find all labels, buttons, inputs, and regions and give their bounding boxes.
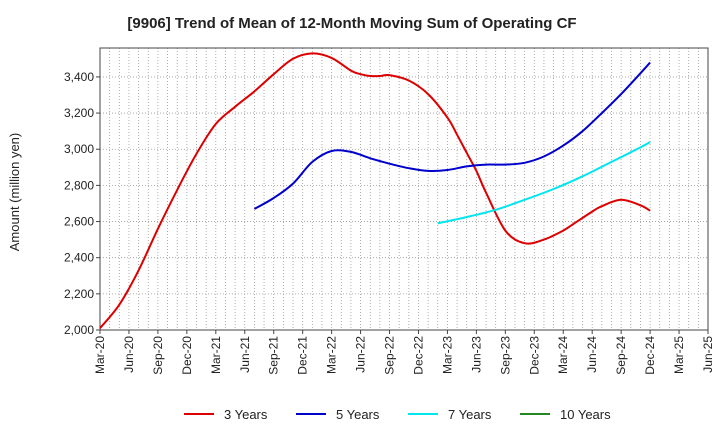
legend-label-10-years: 10 Years xyxy=(560,407,611,422)
x-tick-label: Dec-20 xyxy=(180,336,194,375)
x-tick-label: Jun-23 xyxy=(469,336,483,373)
series-line-3-years xyxy=(99,52,651,329)
x-tick-label: Jun-22 xyxy=(354,336,368,373)
x-tick-label: Mar-24 xyxy=(556,336,570,374)
x-tick-label: Jun-24 xyxy=(585,336,599,373)
series-lines xyxy=(99,52,651,329)
x-tick-label: Dec-22 xyxy=(411,336,425,375)
series-line-5-years xyxy=(253,61,651,210)
y-tick-label: 2,200 xyxy=(64,287,94,301)
x-tick-label: Jun-25 xyxy=(701,336,715,373)
grid xyxy=(100,48,708,330)
y-tick-label: 2,400 xyxy=(64,251,94,265)
y-tick-label: 2,000 xyxy=(64,323,94,337)
x-tick-label: Sep-20 xyxy=(151,336,165,375)
legend-label-3-years: 3 Years xyxy=(224,407,268,422)
x-tick-label: Jun-21 xyxy=(238,336,252,373)
x-tick-label: Dec-21 xyxy=(296,336,310,375)
x-tick-label: Mar-25 xyxy=(672,336,686,374)
y-tick-label: 2,600 xyxy=(64,215,94,229)
plot-frame xyxy=(99,47,709,331)
x-tick-label: Mar-22 xyxy=(325,336,339,374)
x-tick-label: Jun-20 xyxy=(122,336,136,373)
x-tick-label: Dec-23 xyxy=(527,336,541,375)
x-tick-label: Sep-21 xyxy=(267,336,281,375)
series-line-7-years xyxy=(437,141,651,225)
legend-label-5-years: 5 Years xyxy=(336,407,380,422)
x-tick-label: Sep-23 xyxy=(498,336,512,375)
y-axis-ticks: 2,000 2,200 2,400 2,600 2,800 3,000 3,200 3,400 xyxy=(64,70,100,337)
y-tick-label: 3,000 xyxy=(64,142,94,156)
x-tick-label: Mar-20 xyxy=(93,336,107,374)
chart-title: [9906] Trend of Mean of 12-Month Moving … xyxy=(127,15,576,32)
y-tick-label: 3,400 xyxy=(64,70,94,84)
y-tick-label: 2,800 xyxy=(64,178,94,192)
x-tick-label: Dec-24 xyxy=(643,336,657,375)
x-tick-label: Mar-23 xyxy=(440,336,454,374)
y-tick-label: 3,200 xyxy=(64,106,94,120)
legend-label-7-years: 7 Years xyxy=(448,407,492,422)
x-tick-label: Sep-24 xyxy=(614,336,628,375)
x-tick-label: Mar-21 xyxy=(209,336,223,374)
x-tick-label: Sep-22 xyxy=(383,336,397,375)
x-axis-ticks: Mar-20 Jun-20 Sep-20 Dec-20 Mar-21 Jun-21 Sep-… xyxy=(93,330,715,375)
legend: 3 Years 5 Years 7 Years 10 Years xyxy=(184,407,611,422)
y-axis-label: Amount (million yen) xyxy=(7,133,22,252)
